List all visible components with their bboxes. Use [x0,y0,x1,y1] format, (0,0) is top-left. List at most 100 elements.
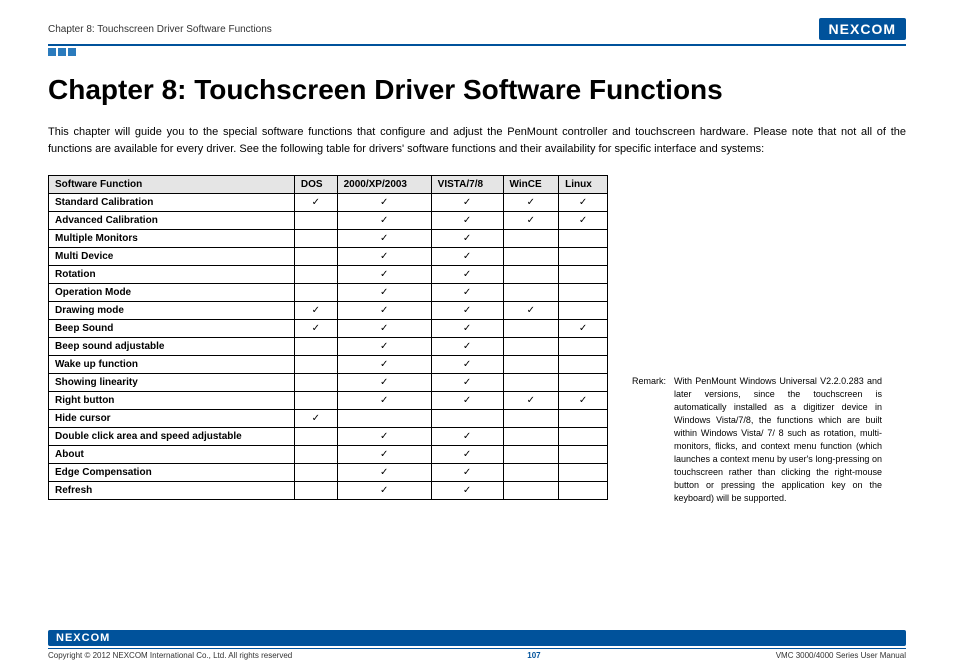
check-cell [294,356,337,374]
check-cell: ✓ [337,446,431,464]
check-cell [559,266,608,284]
check-cell: ✓ [431,248,503,266]
check-cell [559,230,608,248]
check-cell: ✓ [337,392,431,410]
check-cell [294,266,337,284]
check-cell [294,482,337,500]
intro-paragraph: This chapter will guide you to the speci… [48,124,906,157]
table-header-cell: 2000/XP/2003 [337,176,431,194]
check-cell [503,284,559,302]
table-row: Operation Mode✓✓ [49,284,608,302]
function-name-cell: Standard Calibration [49,194,295,212]
table-row: About✓✓ [49,446,608,464]
function-name-cell: Edge Compensation [49,464,295,482]
check-cell: ✓ [431,302,503,320]
check-cell [503,320,559,338]
function-name-cell: Showing linearity [49,374,295,392]
functions-table-wrap: Software FunctionDOS2000/XP/2003VISTA/7/… [48,175,608,500]
check-cell: ✓ [294,302,337,320]
function-name-cell: Rotation [49,266,295,284]
check-cell: ✓ [337,320,431,338]
table-row: Advanced Calibration✓✓✓✓ [49,212,608,230]
check-cell [503,482,559,500]
check-cell: ✓ [431,284,503,302]
check-cell: ✓ [559,392,608,410]
chapter-label: Chapter 8: Touchscreen Driver Software F… [48,24,272,35]
check-cell [559,428,608,446]
check-cell [294,212,337,230]
check-cell: ✓ [559,194,608,212]
chapter-title: Chapter 8: Touchscreen Driver Software F… [48,74,906,106]
page-header: Chapter 8: Touchscreen Driver Software F… [48,18,906,40]
check-cell [294,374,337,392]
function-name-cell: Beep Sound [49,320,295,338]
check-cell [559,356,608,374]
check-cell: ✓ [431,338,503,356]
check-cell: ✓ [431,230,503,248]
copyright-text: Copyright © 2012 NEXCOM International Co… [48,651,292,660]
check-cell: ✓ [294,194,337,212]
check-cell: ✓ [431,464,503,482]
check-cell: ✓ [503,194,559,212]
check-cell: ✓ [337,248,431,266]
check-cell: ✓ [431,446,503,464]
function-name-cell: Refresh [49,482,295,500]
check-cell: ✓ [337,194,431,212]
check-cell: ✓ [294,320,337,338]
function-name-cell: Double click area and speed adjustable [49,428,295,446]
check-cell: ✓ [337,374,431,392]
table-row: Standard Calibration✓✓✓✓✓ [49,194,608,212]
check-cell [559,410,608,428]
remark-text: With PenMount Windows Universal V2.2.0.2… [674,375,882,505]
check-cell: ✓ [337,284,431,302]
check-cell: ✓ [337,230,431,248]
check-cell [503,230,559,248]
check-cell [294,464,337,482]
function-name-cell: Hide cursor [49,410,295,428]
check-cell: ✓ [294,410,337,428]
remark-block: Remark: With PenMount Windows Universal … [632,375,882,505]
check-cell: ✓ [503,392,559,410]
check-cell [503,410,559,428]
table-row: Double click area and speed adjustable ✓✓ [49,428,608,446]
check-cell: ✓ [431,482,503,500]
table-row: Beep Sound✓✓✓✓ [49,320,608,338]
check-cell: ✓ [431,428,503,446]
check-cell: ✓ [337,428,431,446]
table-header-cell: VISTA/7/8 [431,176,503,194]
table-row: Multiple Monitors✓✓ [49,230,608,248]
check-cell [559,338,608,356]
check-cell: ✓ [337,212,431,230]
table-row: Refresh✓✓ [49,482,608,500]
header-rule [48,44,906,46]
check-cell: ✓ [431,266,503,284]
check-cell: ✓ [503,212,559,230]
function-name-cell: Advanced Calibration [49,212,295,230]
functions-table: Software FunctionDOS2000/XP/2003VISTA/7/… [48,175,608,500]
check-cell [294,230,337,248]
table-row: Wake up function✓✓ [49,356,608,374]
check-cell [559,446,608,464]
check-cell: ✓ [431,374,503,392]
table-row: Drawing mode✓✓✓✓ [49,302,608,320]
brand-logo: NEXCOM [819,18,906,40]
table-row: Rotation ✓✓ [49,266,608,284]
check-cell [503,428,559,446]
function-name-cell: Beep sound adjustable [49,338,295,356]
table-header-cell: DOS [294,176,337,194]
check-cell [559,464,608,482]
check-cell: ✓ [431,212,503,230]
function-name-cell: Wake up function [49,356,295,374]
check-cell [503,248,559,266]
page-number: 107 [527,651,540,660]
table-row: Right button✓✓✓✓ [49,392,608,410]
check-cell [559,482,608,500]
check-cell: ✓ [337,266,431,284]
footer-brand-logo: NEXCOM [48,630,906,646]
function-name-cell: Multi Device [49,248,295,266]
check-cell [503,374,559,392]
check-cell [503,266,559,284]
check-cell: ✓ [337,338,431,356]
check-cell [559,248,608,266]
table-header-cell: Software Function [49,176,295,194]
